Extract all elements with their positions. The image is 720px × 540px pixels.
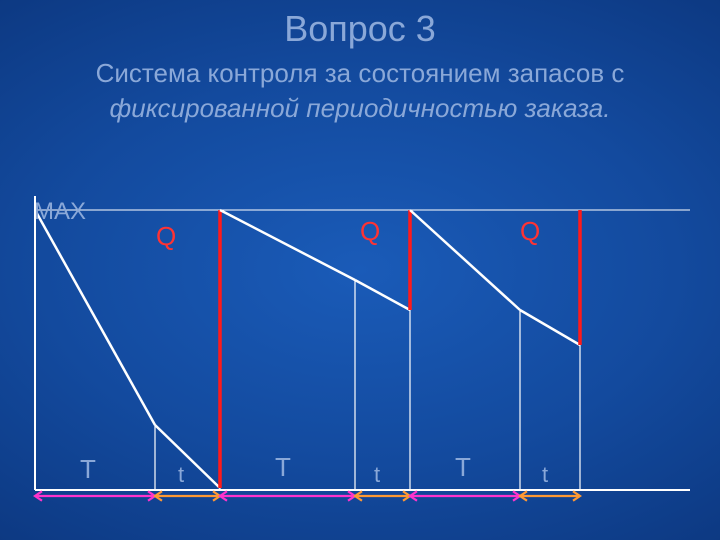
stock-seg-b-1 — [355, 280, 410, 310]
label-t-1: t — [374, 462, 380, 487]
label-Q-1: Q — [360, 216, 380, 246]
label-T-0: T — [80, 454, 96, 484]
stock-seg-a-1 — [220, 210, 355, 280]
stock-seg-b-2 — [520, 310, 580, 345]
stock-seg-a-2 — [410, 210, 520, 310]
slide: Вопрос 3 Система контроля за состоянием … — [0, 0, 720, 540]
stock-seg-a-0 — [35, 210, 155, 425]
label-t-0: t — [178, 462, 184, 487]
label-T-2: T — [455, 452, 471, 482]
max-label: MAX — [34, 198, 86, 226]
label-Q-0: Q — [156, 221, 176, 251]
label-Q-2: Q — [520, 216, 540, 246]
label-T-1: T — [275, 452, 291, 482]
label-t-2: t — [542, 462, 548, 487]
stock-seg-b-0 — [155, 425, 220, 488]
inventory-chart: Q Q Q T T Tt t t — [0, 0, 720, 540]
